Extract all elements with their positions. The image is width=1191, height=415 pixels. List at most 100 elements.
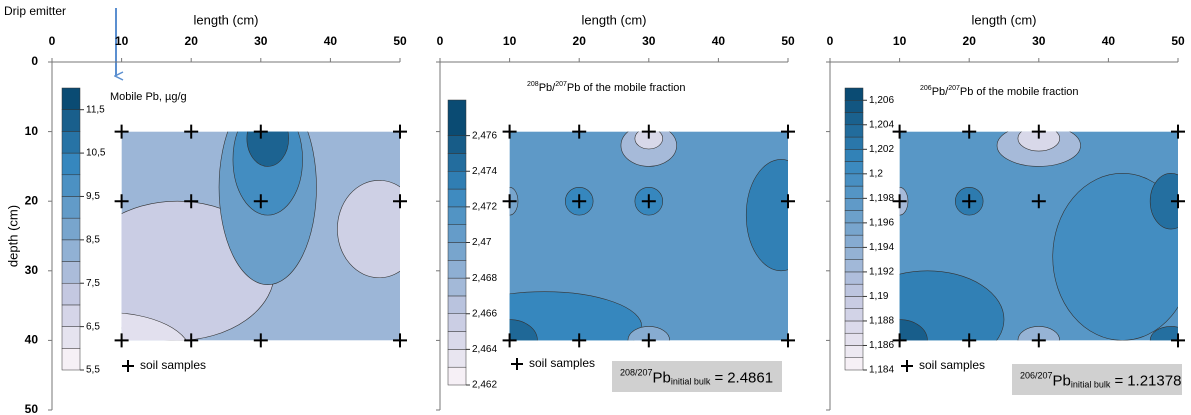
x-tick-label: 20: [573, 34, 587, 48]
y-axis-label: depth (cm): [5, 205, 20, 267]
contour-field: [121, 131, 400, 341]
colorbar-tick-label: 2,462: [472, 380, 497, 391]
colorbar-title: 206Pb/207Pb of the mobile fraction: [920, 85, 1079, 98]
contour-level: [246, 131, 289, 167]
colorbar-band: [844, 136, 864, 150]
soil-sample: [781, 333, 795, 348]
bulk-ratio: 208/207Pbinitial bulk = 2.4861: [620, 368, 773, 387]
x-tick-label: 20: [963, 34, 977, 48]
colorbar-tick-label: 1,19: [869, 291, 889, 302]
text-part: Pb/: [932, 86, 949, 98]
text-part: 2.4861: [727, 369, 773, 386]
x-tick-label: 40: [324, 34, 338, 48]
colorbar-tick-label: 2,466: [472, 308, 497, 319]
colorbar-band: [844, 222, 864, 236]
y-tick-label: 10: [25, 124, 39, 138]
soil-sample: [1031, 194, 1046, 209]
colorbar-tick-label: 1,202: [869, 144, 894, 155]
soil-sample: [1171, 194, 1185, 209]
colorbar-tick-label: 7,5: [86, 278, 100, 289]
colorbar-band: [447, 331, 467, 350]
colorbar-band: [61, 239, 81, 262]
colorbar-title: Mobile Pb, µg/g: [110, 91, 187, 103]
colorbar-band: [844, 345, 864, 358]
x-tick-label: 40: [712, 34, 726, 48]
colorbar-band: [61, 131, 81, 154]
text-part: initial bulk: [671, 377, 711, 387]
text-part: initial bulk: [1071, 380, 1111, 390]
soil-sample: [1171, 333, 1185, 348]
x-tick-label: 0: [49, 34, 56, 48]
colorbar-band: [61, 261, 81, 284]
contour-level: [509, 291, 643, 341]
x-tick-label: 10: [503, 34, 517, 48]
x-tick-label: 50: [393, 34, 407, 48]
colorbar-tick-label: 10,5: [86, 148, 106, 159]
soil-sample: [393, 124, 407, 139]
x-tick-label: 50: [781, 34, 795, 48]
bulk-box: [1012, 364, 1182, 395]
soil-sample: [892, 194, 907, 209]
colorbar-band: [447, 171, 467, 190]
x-tick-label: 30: [1032, 34, 1046, 48]
text-part: Pb/: [539, 82, 556, 94]
colorbar-band: [447, 242, 467, 261]
colorbar-band: [61, 87, 81, 110]
colorbar-band: [61, 326, 81, 349]
soil-sample: [502, 124, 517, 139]
colorbar-band: [844, 87, 864, 101]
colorbar-band: [844, 173, 864, 187]
colorbar-band: [447, 349, 467, 368]
colorbar-tick-label: 1,192: [869, 267, 894, 278]
colorbar-tick-label: 2,472: [472, 202, 497, 213]
colorbar-band: [844, 149, 864, 162]
colorbar-band: [61, 152, 81, 176]
colorbar-band: [844, 198, 864, 211]
colorbar-band: [844, 332, 864, 346]
soil-sample: [1031, 124, 1046, 139]
soil-sample: [572, 333, 587, 348]
legend-label: soil samples: [919, 358, 985, 372]
legend-marker: [122, 360, 134, 372]
soil-sample: [641, 333, 656, 348]
colorbar-tick-label: 2,474: [472, 166, 497, 177]
colorbar-tick-label: 1,198: [869, 193, 894, 204]
contour-level: [1052, 173, 1178, 341]
panel: 0 10 20 30 40 50 length (cm) 0 10 20 30 40 50 depth (…: [5, 12, 407, 415]
x-tick-label: 50: [1171, 34, 1185, 48]
colorbar-band: [844, 124, 864, 138]
soil-sample: [1171, 124, 1185, 139]
colorbar-band: [447, 295, 467, 314]
colorbar-tick-label: 11,5: [86, 104, 105, 115]
legend-label: soil samples: [529, 356, 595, 370]
colorbar-band: [61, 109, 81, 132]
soil-sample: [114, 333, 129, 348]
soil-sample: [892, 124, 907, 139]
colorbar-tick-label: 1,2: [869, 168, 883, 179]
soil-sample: [393, 194, 407, 209]
colorbar-tick-label: 1,184: [869, 365, 894, 376]
colorbar-band: [447, 99, 467, 136]
colorbar-band: [447, 313, 467, 332]
colorbar-band: [844, 234, 864, 248]
colorbar-band: [447, 224, 467, 243]
x-axis-label: length (cm): [971, 12, 1036, 27]
colorbar-band: [447, 153, 467, 172]
soil-sample: [892, 333, 907, 348]
colorbar-tick-label: 6,5: [86, 321, 100, 332]
bulk-ratio: 206/207Pbinitial bulk = 1.21378: [1020, 371, 1181, 390]
colorbar-band: [844, 210, 864, 224]
colorbar-tick-label: 5,5: [86, 365, 100, 376]
text-part: 208/207: [620, 368, 653, 378]
y-tick-label: 0: [31, 54, 38, 68]
soil-sample: [962, 194, 977, 209]
soil-sample: [253, 194, 268, 209]
annotation: Drip emitter: [4, 4, 66, 18]
x-tick-label: 0: [827, 34, 834, 48]
soil-sample: [572, 194, 587, 209]
colorbar-band: [447, 366, 467, 386]
colorbar-tick-label: 1,186: [869, 340, 894, 351]
soil-sample: [781, 124, 795, 139]
colorbar-band: [844, 308, 864, 322]
text-part: Pb of the mobile fraction: [960, 86, 1079, 98]
